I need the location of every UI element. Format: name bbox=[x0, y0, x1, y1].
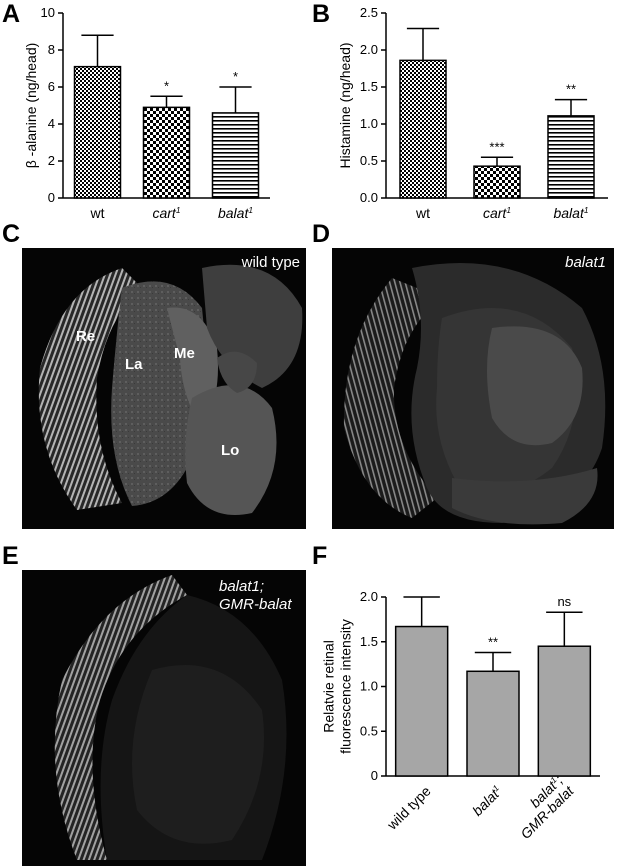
y-tick-label: 1.0 bbox=[360, 116, 378, 131]
y-tick-label: 0.5 bbox=[360, 723, 378, 738]
x-tick-label-2: balat1;GMR-balat bbox=[506, 771, 577, 842]
micrograph-e-label: balat1; GMR-balat bbox=[219, 578, 292, 613]
y-tick-label: 0.0 bbox=[360, 190, 378, 205]
panel-letter-f: F bbox=[312, 542, 328, 570]
micrograph-e-image bbox=[54, 575, 287, 860]
x-tick-label-2: balat1 bbox=[553, 205, 588, 221]
significance-label-2: ns bbox=[557, 594, 571, 609]
micrograph-d-image bbox=[343, 263, 606, 525]
panel-letter-a: A bbox=[2, 0, 21, 28]
bar-2 bbox=[211, 112, 260, 199]
x-tick-label-2: balat1 bbox=[218, 205, 253, 221]
bar-0 bbox=[73, 65, 122, 199]
micrograph-c-label: wild type bbox=[241, 254, 300, 271]
bar-1 bbox=[466, 670, 520, 777]
x-tick-label-0: wt bbox=[415, 205, 430, 221]
significance-label-1: * bbox=[164, 78, 169, 93]
region-label-lamina: La bbox=[125, 356, 143, 373]
panel-letter-d: D bbox=[312, 220, 331, 248]
panel-letter-b: B bbox=[312, 0, 331, 28]
bar-1 bbox=[473, 165, 521, 199]
y-tick-label: 0.5 bbox=[360, 153, 378, 168]
y-tick-label: 2 bbox=[48, 153, 55, 168]
significance-label-1: *** bbox=[489, 139, 504, 154]
chart-a-beta-alanine: 0 2 4 6 8 10 β -alanine (ng/head) wt * cart1 * bala… bbox=[23, 5, 270, 221]
y-tick-label: 1.0 bbox=[360, 679, 378, 694]
bar-2 bbox=[547, 115, 595, 199]
y-tick-label: 6 bbox=[48, 79, 55, 94]
micrograph-balat1-gmr-balat: balat1; GMR-balat bbox=[22, 570, 306, 866]
y-tick-label: 0 bbox=[371, 768, 378, 783]
significance-label-2: ** bbox=[566, 82, 576, 97]
region-label-lobula: Lo bbox=[221, 442, 240, 459]
x-tick-label-0: wt bbox=[90, 205, 105, 221]
chart-f-retinal-fluorescence: 0 0.5 1.0 1.5 2.0 Relatvie retinalfluorescenc… bbox=[321, 589, 600, 842]
bar-2 bbox=[537, 645, 592, 777]
y-tick-label: 2.0 bbox=[360, 589, 378, 604]
bar-1 bbox=[142, 106, 191, 199]
y-axis-label: β -alanine (ng/head) bbox=[23, 43, 39, 169]
y-tick-label: 8 bbox=[48, 42, 55, 57]
region-label-retina: Re bbox=[76, 328, 96, 345]
x-tick-label-1: balat1 bbox=[469, 783, 505, 819]
x-tick-label-0: wild type bbox=[383, 783, 434, 834]
bar-0 bbox=[399, 59, 447, 199]
x-tick-label-1: cart1 bbox=[483, 205, 511, 221]
y-tick-label: 10 bbox=[41, 5, 55, 20]
micrograph-d-label: balat1 bbox=[565, 254, 606, 271]
chart-b-histamine: 0.0 0.5 1.0 1.5 2.0 2.5 Histamine (ng/head) wt *… bbox=[337, 5, 608, 221]
y-tick-label: 1.5 bbox=[360, 79, 378, 94]
y-tick-label: 2.5 bbox=[360, 5, 378, 20]
y-axis-label: Relatvie retinalfluorescence intensity bbox=[321, 619, 354, 754]
x-tick-label-1: cart1 bbox=[152, 205, 180, 221]
y-tick-label: 0 bbox=[48, 190, 55, 205]
micrograph-wild-type: wild type Re La Me Lo bbox=[22, 248, 306, 529]
y-tick-label: 4 bbox=[48, 116, 55, 131]
y-tick-label: 2.0 bbox=[360, 42, 378, 57]
micrograph-balat1: balat1 bbox=[332, 248, 614, 529]
bar-0 bbox=[394, 625, 449, 777]
region-label-medulla: Me bbox=[174, 345, 195, 362]
significance-label-2: * bbox=[233, 69, 238, 84]
significance-label-1: ** bbox=[488, 634, 498, 649]
panel-letter-c: C bbox=[2, 220, 21, 248]
y-tick-label: 1.5 bbox=[360, 634, 378, 649]
y-axis-label: Histamine (ng/head) bbox=[337, 42, 353, 168]
panel-letter-e: E bbox=[2, 542, 19, 570]
micrograph-c-image bbox=[38, 264, 303, 515]
